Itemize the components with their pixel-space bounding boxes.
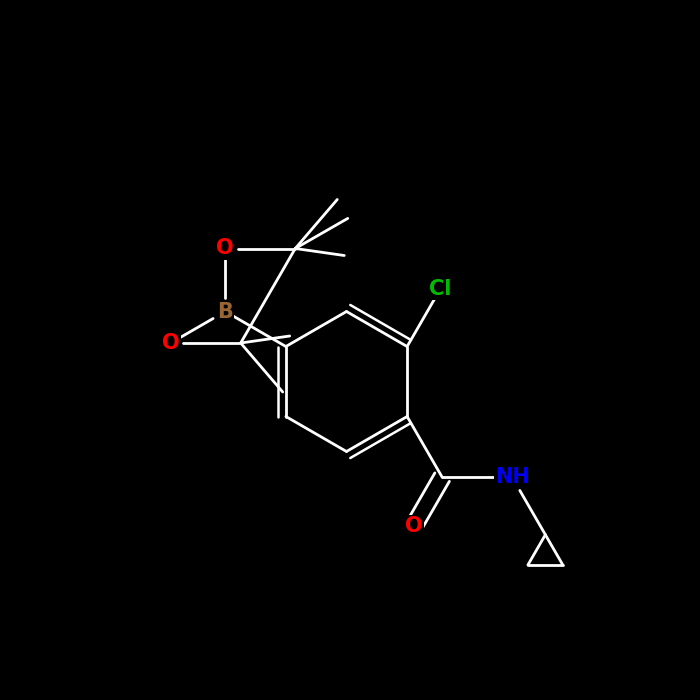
Text: O: O: [162, 333, 179, 353]
Text: O: O: [405, 516, 423, 536]
Text: B: B: [217, 302, 233, 321]
Text: NH: NH: [495, 467, 529, 487]
Text: Cl: Cl: [429, 279, 452, 299]
Text: O: O: [216, 239, 234, 258]
